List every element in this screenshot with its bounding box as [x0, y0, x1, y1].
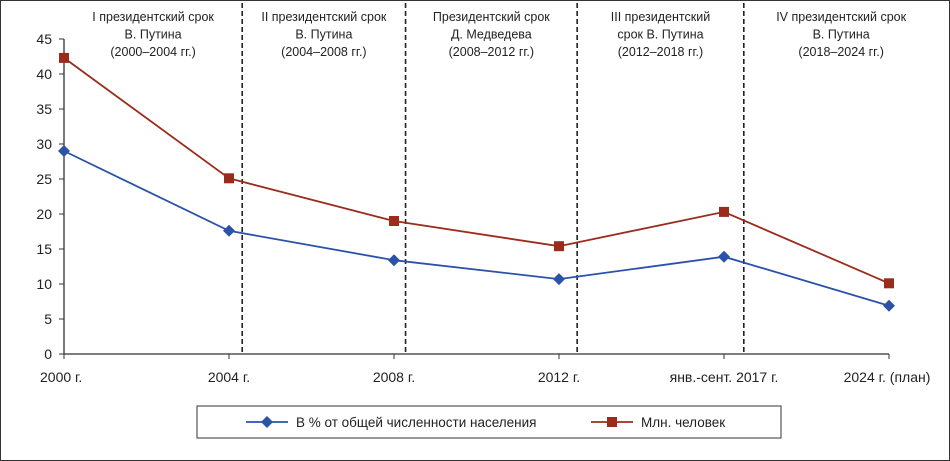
- legend-square-icon: [607, 417, 617, 427]
- period-label: (2000–2004 гг.): [110, 45, 195, 59]
- data-point-diamond: [883, 299, 895, 312]
- period-label: срок В. Путина: [617, 28, 703, 42]
- period-label: (2018–2024 гг.): [798, 45, 883, 59]
- period-label: I президентский срок: [92, 10, 214, 24]
- x-tick-label: 2012 г.: [538, 369, 580, 385]
- period-label: Д. Медведева: [451, 28, 532, 42]
- data-point-square: [719, 206, 729, 217]
- period-label: IV президентский срок: [776, 10, 906, 24]
- data-point-diamond: [223, 224, 235, 237]
- y-tick-label: 40: [36, 66, 52, 82]
- data-point-diamond: [58, 145, 70, 157]
- period-label: (2008–2012 гг.): [449, 45, 534, 59]
- x-tick-label: 2000 г.: [40, 369, 82, 385]
- period-label: В. Путина: [295, 28, 352, 42]
- y-tick-label: 25: [36, 171, 52, 187]
- y-tick-label: 30: [36, 136, 52, 152]
- data-point-square: [884, 278, 894, 289]
- period-label: III президентский: [611, 10, 710, 24]
- legend-label: Млн. человек: [641, 415, 725, 430]
- y-tick-label: 10: [36, 276, 52, 292]
- period-label: В. Путина: [125, 28, 182, 42]
- series-line: [63, 150, 890, 307]
- data-point-square: [554, 241, 564, 252]
- y-tick-label: 35: [36, 101, 52, 117]
- y-tick-label: 0: [44, 346, 52, 362]
- x-tick-label: янв.-сент. 2017 г.: [670, 369, 779, 385]
- y-tick-label: 15: [36, 241, 52, 257]
- period-label: (2004–2008 гг.): [281, 45, 366, 59]
- legend-label: В % от общей численности населения: [296, 415, 536, 430]
- x-tick-label: 2004 г.: [208, 369, 250, 385]
- period-label: В. Путина: [813, 28, 870, 42]
- legend-diamond-icon: [261, 416, 273, 428]
- x-tick-label: 2024 г. (план): [844, 369, 931, 385]
- legend-box: [196, 405, 782, 439]
- period-label: Президентский срок: [433, 10, 550, 24]
- y-tick-label: 45: [36, 31, 52, 47]
- y-tick-label: 20: [36, 206, 52, 222]
- x-tick-label: 2008 г.: [373, 369, 415, 385]
- y-tick-label: 5: [44, 311, 52, 327]
- data-point-diamond: [388, 254, 400, 267]
- period-label: II президентский срок: [261, 10, 387, 24]
- data-point-diamond: [718, 250, 730, 263]
- series-line: [63, 57, 890, 285]
- data-point-diamond: [553, 273, 565, 286]
- data-point-square: [389, 216, 399, 226]
- data-point-square: [59, 52, 69, 63]
- data-point-square: [224, 173, 234, 184]
- period-label: (2012–2018 гг.): [618, 45, 703, 59]
